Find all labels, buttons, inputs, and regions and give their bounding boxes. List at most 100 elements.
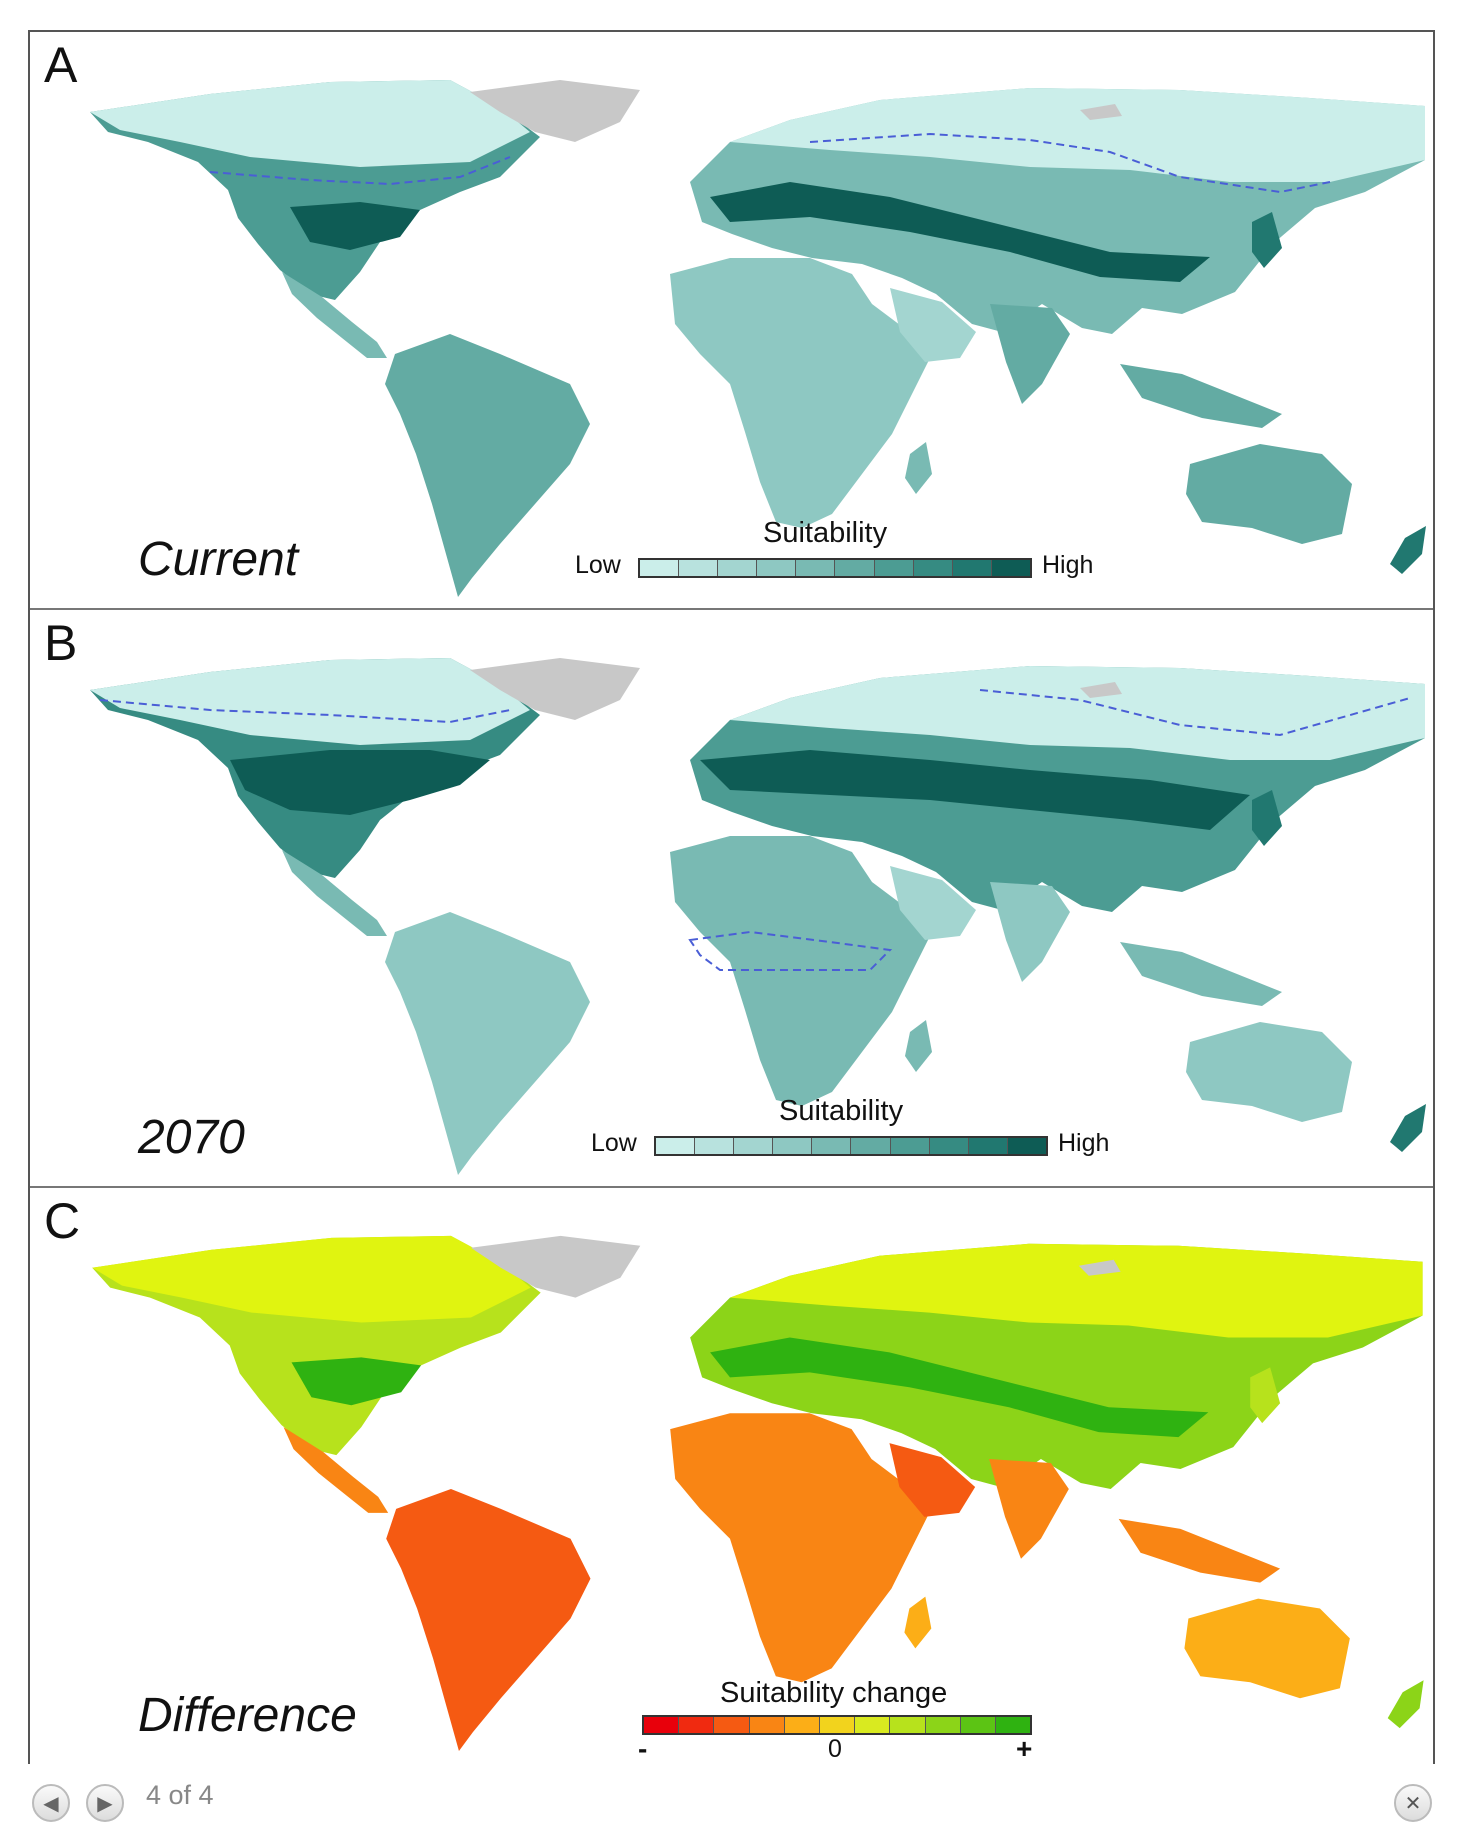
landmass-mg xyxy=(904,1596,932,1649)
climate-boundary-line xyxy=(209,156,511,186)
landmass-in xyxy=(990,304,1070,404)
viewer-navigation: ◀ ▶ 4 of 4 ✕ xyxy=(0,1776,1466,1840)
page-counter: 4 of 4 xyxy=(146,1780,214,1810)
climate-boundary-line xyxy=(99,699,511,724)
suitability-color-bar xyxy=(654,1136,1048,1156)
landmass-au xyxy=(1184,1598,1350,1699)
landmass-jp xyxy=(1250,1367,1281,1424)
panel-caption: Current xyxy=(138,533,299,586)
greenland-ice xyxy=(470,1235,641,1298)
panel-caption: 2070 xyxy=(138,1111,245,1164)
arrow-left-icon: ◀ xyxy=(43,1792,59,1815)
figure: A Current Suitability Low High B 2070 Su… xyxy=(28,30,1435,1764)
world-map-current xyxy=(90,80,1426,597)
panel-letter: C xyxy=(44,1193,81,1249)
landmass-af xyxy=(670,1413,932,1683)
legend-color-cell xyxy=(679,1717,715,1733)
legend-high-label: High xyxy=(1042,551,1094,579)
landmass-nz xyxy=(1387,1680,1424,1729)
landmass-in xyxy=(990,882,1070,982)
legend-color-cell xyxy=(749,1717,785,1733)
legend-title: Suitability xyxy=(763,517,888,549)
landmass-ca xyxy=(282,850,387,936)
legend-color-cell xyxy=(640,560,680,576)
legend-high-label: High xyxy=(1058,1129,1110,1157)
landmass-sa xyxy=(386,1488,591,1752)
legend-color-cell xyxy=(835,560,875,576)
svalbard-ice xyxy=(1078,1259,1121,1276)
legend-zero-label: 0 xyxy=(828,1735,842,1763)
legend-color-cell xyxy=(679,560,719,576)
legend-color-cell xyxy=(913,560,953,576)
suitability-change-color-bar xyxy=(642,1715,1032,1735)
landmass-ca xyxy=(282,272,387,358)
panel-letter: B xyxy=(44,615,78,671)
panel-letter: A xyxy=(44,37,78,93)
landmass-ca xyxy=(283,1427,389,1513)
legend-color-cell xyxy=(796,560,836,576)
northern-band-eurasia xyxy=(730,666,1425,760)
high-zone-eurasia xyxy=(700,750,1250,830)
landmass-au xyxy=(1186,1022,1352,1122)
legend-color-cell xyxy=(968,1138,1008,1154)
landmass-se xyxy=(1118,1518,1281,1583)
landmass-mg xyxy=(905,442,932,494)
landmass-se xyxy=(1120,364,1282,428)
legend-color-cell xyxy=(644,1717,680,1733)
legend-title: Suitability xyxy=(779,1095,904,1127)
landmass-ar xyxy=(889,1443,976,1517)
legend-color-cell xyxy=(890,1717,926,1733)
legend-color-cell xyxy=(773,1138,813,1154)
northern-band-america xyxy=(90,80,530,167)
svalbard-ice xyxy=(1080,104,1122,120)
greenland-ice xyxy=(470,658,640,720)
landmass-nz xyxy=(1390,1104,1426,1152)
landmass-mg xyxy=(905,1020,932,1072)
previous-button[interactable]: ◀ xyxy=(32,1784,70,1822)
legend-color-cell xyxy=(925,1717,961,1733)
northern-band-eurasia xyxy=(730,88,1425,182)
landmass-se xyxy=(1120,942,1282,1006)
panel-2070: B 2070 Suitability Low High xyxy=(30,610,1433,1188)
svalbard-ice xyxy=(1080,682,1122,698)
greenland-ice xyxy=(470,80,640,142)
legend-color-cell xyxy=(718,560,758,576)
high-zone-eurasia xyxy=(710,1337,1209,1438)
legend-title: Suitability change xyxy=(720,1677,948,1709)
legend-color-cell xyxy=(960,1717,996,1733)
landmass-in xyxy=(989,1459,1069,1559)
panel-current: A Current Suitability Low High xyxy=(30,32,1433,610)
legend-color-cell xyxy=(656,1138,696,1154)
legend-color-cell xyxy=(819,1717,856,1733)
landmass-jp xyxy=(1252,212,1282,268)
legend-color-cell xyxy=(874,560,914,576)
landmass-ar xyxy=(890,288,976,362)
climate-boundary-line xyxy=(979,689,1411,737)
arrow-right-icon: ▶ xyxy=(97,1792,113,1815)
landmass-au xyxy=(1186,444,1352,544)
northern-band-america xyxy=(90,658,530,745)
landmass-ar xyxy=(890,866,976,940)
legend-color-cell xyxy=(855,1717,891,1733)
northern-band-eurasia xyxy=(730,1243,1423,1338)
high-zone-america xyxy=(230,750,490,815)
legend-low-label: Low xyxy=(575,551,621,579)
next-button[interactable]: ▶ xyxy=(86,1784,124,1822)
close-button[interactable]: ✕ xyxy=(1394,1784,1432,1822)
landmass-nz xyxy=(1390,526,1426,574)
legend-low-label: Low xyxy=(591,1129,637,1157)
legend-color-cell xyxy=(695,1138,735,1154)
legend-color-cell xyxy=(784,1717,820,1733)
legend-color-cell xyxy=(991,560,1030,576)
northern-band-america xyxy=(92,1235,531,1323)
legend-color-cell xyxy=(812,1138,852,1154)
landmass-sa xyxy=(385,334,590,597)
landmass-af xyxy=(670,258,932,528)
legend-color-cell xyxy=(890,1138,930,1154)
legend-color-cell xyxy=(1007,1138,1046,1154)
climate-boundary-line xyxy=(809,132,1331,194)
panel-caption: Difference xyxy=(138,1689,357,1742)
landmass-af xyxy=(670,836,932,1106)
world-map-2070 xyxy=(90,658,1426,1175)
